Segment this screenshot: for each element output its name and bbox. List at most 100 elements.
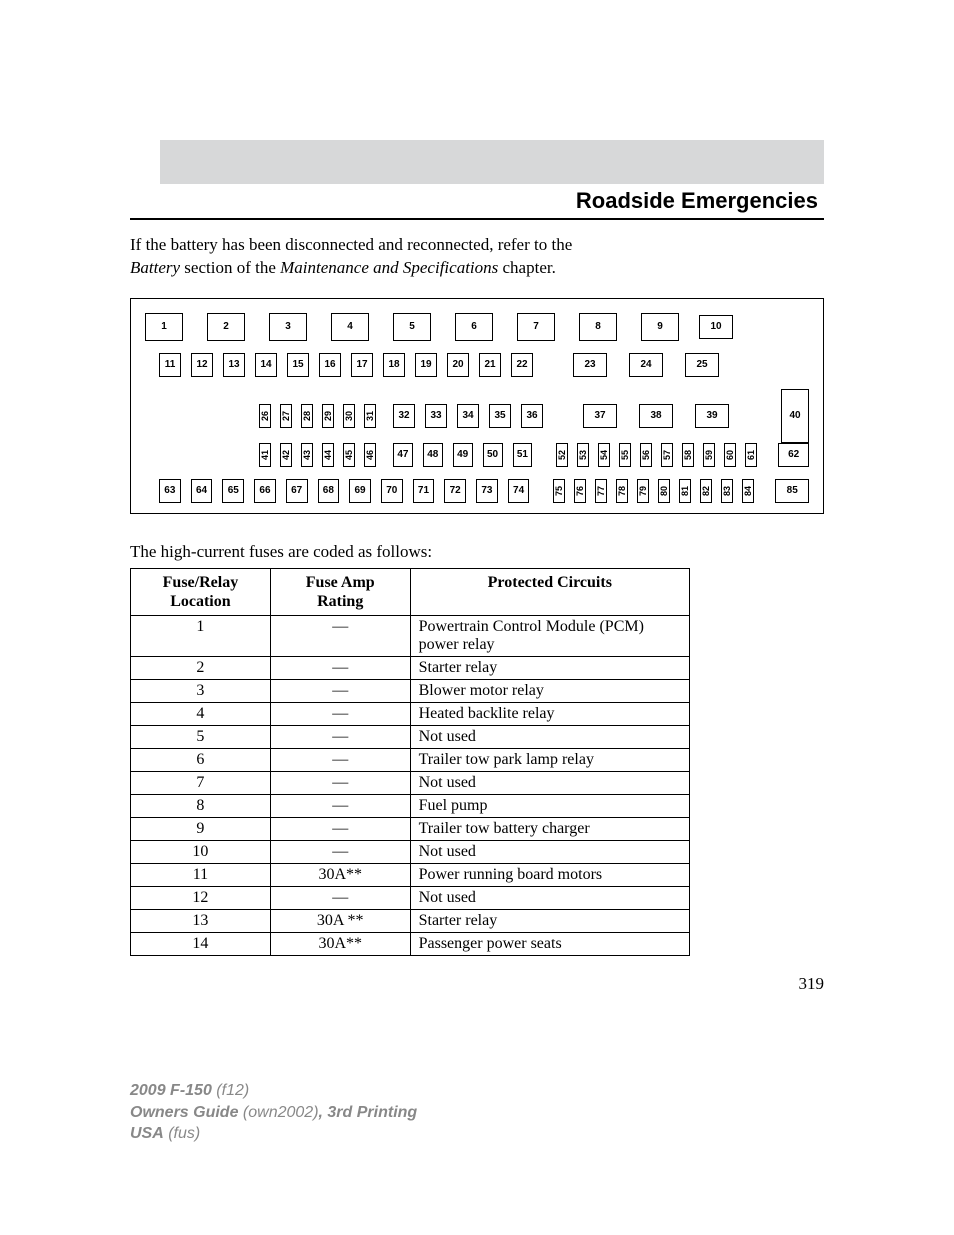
fuse-box: 59 xyxy=(703,443,715,467)
fuse-box: 85 xyxy=(775,479,809,503)
fuse-box: 9 xyxy=(641,313,679,341)
fuse-box: 74 xyxy=(508,479,530,503)
cell-circuit: Not used xyxy=(410,772,689,795)
fuse-box: 20 xyxy=(447,353,469,377)
cell-amp: — xyxy=(270,657,410,680)
cell-amp: — xyxy=(270,680,410,703)
footer-region: USA xyxy=(130,1125,164,1142)
intro-line1: If the battery has been disconnected and… xyxy=(130,235,572,254)
fuse-box: 44 xyxy=(322,443,334,467)
cell-circuit: Fuel pump xyxy=(410,795,689,818)
fuse-box: 8 xyxy=(579,313,617,341)
cell-circuit: Not used xyxy=(410,887,689,910)
fuse-box: 39 xyxy=(695,404,729,428)
fuse-box: 12 xyxy=(191,353,213,377)
cell-location: 14 xyxy=(131,933,271,956)
footer-guide: Owners Guide xyxy=(130,1104,238,1121)
table-row: 1330A **Starter relay xyxy=(131,910,690,933)
fuse-box: 33 xyxy=(425,404,447,428)
cell-circuit: Power running board motors xyxy=(410,864,689,887)
cell-location: 2 xyxy=(131,657,271,680)
table-intro: The high-current fuses are coded as foll… xyxy=(130,542,824,562)
table-row: 1130A**Power running board motors xyxy=(131,864,690,887)
cell-circuit: Trailer tow park lamp relay xyxy=(410,749,689,772)
cell-circuit: Blower motor relay xyxy=(410,680,689,703)
col-header-amp: Fuse AmpRating xyxy=(270,568,410,615)
fuse-box: 71 xyxy=(413,479,435,503)
table-row: 1430A**Passenger power seats xyxy=(131,933,690,956)
fuse-box: 42 xyxy=(280,443,292,467)
fuse-box: 26 xyxy=(259,404,271,428)
cell-amp: 30A** xyxy=(270,864,410,887)
fuse-box: 77 xyxy=(595,479,607,503)
cell-location: 1 xyxy=(131,616,271,657)
fuse-box: 43 xyxy=(301,443,313,467)
fuse-box: 66 xyxy=(254,479,276,503)
fuse-box: 29 xyxy=(322,404,334,428)
fuse-box: 19 xyxy=(415,353,437,377)
fuse-box: 64 xyxy=(191,479,213,503)
fuse-box: 52 xyxy=(556,443,568,467)
intro-paragraph: If the battery has been disconnected and… xyxy=(130,234,824,280)
fuse-box: 17 xyxy=(351,353,373,377)
fuse-box: 53 xyxy=(577,443,589,467)
footer-guide-code: (own2002) xyxy=(238,1104,318,1121)
fuse-box: 83 xyxy=(721,479,733,503)
fuse-box: 73 xyxy=(476,479,498,503)
fuse-box: 38 xyxy=(639,404,673,428)
cell-amp: — xyxy=(270,749,410,772)
fuse-box: 78 xyxy=(616,479,628,503)
fuse-box: 30 xyxy=(343,404,355,428)
table-row: 4—Heated backlite relay xyxy=(131,703,690,726)
fuse-box: 32 xyxy=(393,404,415,428)
cell-amp: — xyxy=(270,726,410,749)
fuse-box: 2 xyxy=(207,313,245,341)
fuse-box: 7 xyxy=(517,313,555,341)
table-row: 1—Powertrain Control Module (PCM) power … xyxy=(131,616,690,657)
fuse-box: 15 xyxy=(287,353,309,377)
table-row: 2—Starter relay xyxy=(131,657,690,680)
cell-circuit: Heated backlite relay xyxy=(410,703,689,726)
header-band xyxy=(160,140,824,184)
fuse-box: 25 xyxy=(685,353,719,377)
fuse-box: 56 xyxy=(640,443,652,467)
cell-circuit: Powertrain Control Module (PCM) power re… xyxy=(410,616,689,657)
fuse-box: 31 xyxy=(364,404,376,428)
fuse-box: 50 xyxy=(483,443,503,467)
fuse-box: 48 xyxy=(423,443,443,467)
cell-location: 5 xyxy=(131,726,271,749)
fuse-box: 76 xyxy=(574,479,586,503)
fuse-box: 45 xyxy=(343,443,355,467)
fuse-box: 4 xyxy=(331,313,369,341)
fuse-box: 6 xyxy=(455,313,493,341)
page-number: 319 xyxy=(130,974,824,994)
fuse-box: 41 xyxy=(259,443,271,467)
cell-amp: — xyxy=(270,703,410,726)
fuse-box: 63 xyxy=(159,479,181,503)
fuse-table: Fuse/RelayLocation Fuse AmpRating Protec… xyxy=(130,568,690,956)
fuse-box: 36 xyxy=(521,404,543,428)
fuse-box: 5 xyxy=(393,313,431,341)
table-row: 9—Trailer tow battery charger xyxy=(131,818,690,841)
cell-amp: — xyxy=(270,887,410,910)
table-row: 7—Not used xyxy=(131,772,690,795)
fuse-box: 40 xyxy=(781,389,809,443)
fuse-box: 18 xyxy=(383,353,405,377)
fuse-box: 37 xyxy=(583,404,617,428)
fuse-box: 35 xyxy=(489,404,511,428)
fuse-box: 49 xyxy=(453,443,473,467)
fuse-box: 69 xyxy=(349,479,371,503)
fuse-box: 79 xyxy=(637,479,649,503)
fuse-box: 14 xyxy=(255,353,277,377)
fuse-box: 57 xyxy=(661,443,673,467)
cell-location: 9 xyxy=(131,818,271,841)
footer-model: 2009 F-150 xyxy=(130,1082,212,1099)
col-header-location: Fuse/RelayLocation xyxy=(131,568,271,615)
col-header-circuits: Protected Circuits xyxy=(410,568,689,615)
cell-amp: 30A ** xyxy=(270,910,410,933)
fuse-box: 16 xyxy=(319,353,341,377)
fuse-box: 75 xyxy=(553,479,565,503)
cell-location: 12 xyxy=(131,887,271,910)
cell-location: 10 xyxy=(131,841,271,864)
fuse-box: 10 xyxy=(699,315,733,339)
